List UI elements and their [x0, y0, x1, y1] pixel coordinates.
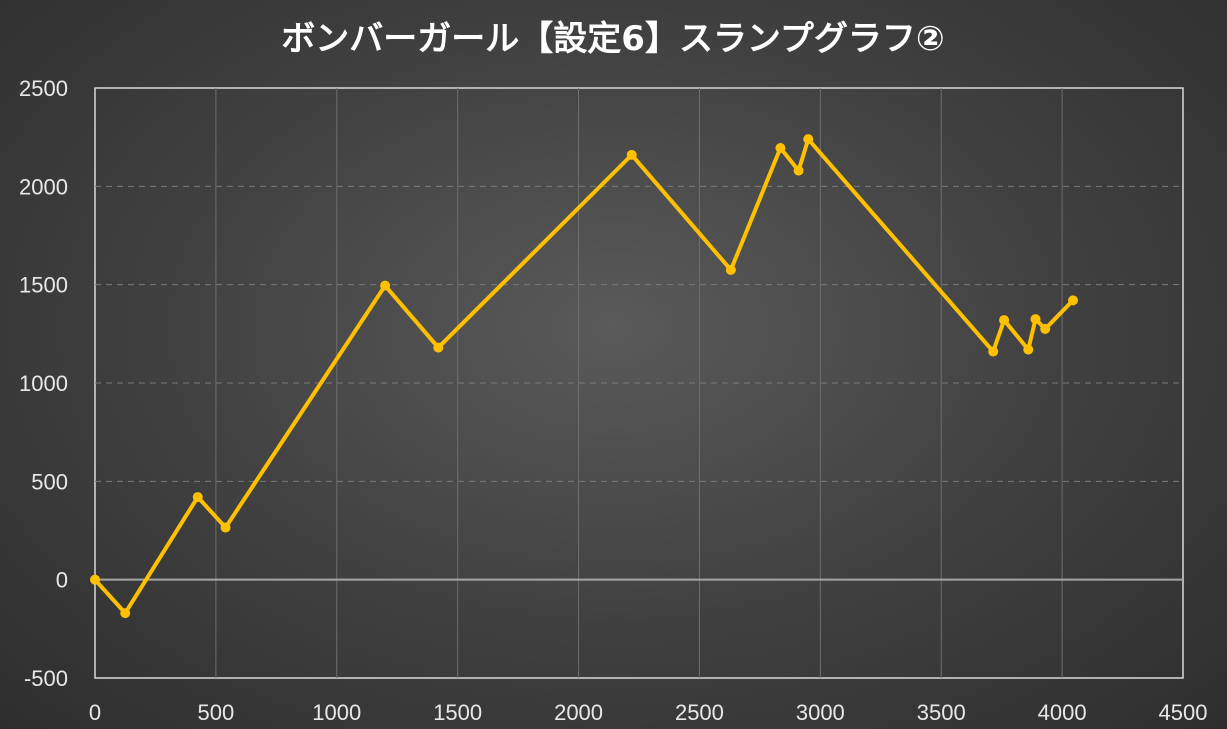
x-tick-label: 0	[89, 700, 101, 725]
data-point	[192, 492, 203, 503]
grid-layer	[95, 88, 1183, 678]
y-tick-label: 500	[31, 469, 68, 494]
x-tick-label: 4000	[1038, 700, 1087, 725]
y-tick-label: 0	[56, 568, 68, 593]
data-point	[626, 149, 637, 160]
x-tick-label: 2000	[554, 700, 603, 725]
series-line	[93, 137, 1075, 616]
x-tick-label: 4500	[1159, 700, 1208, 725]
data-point	[775, 142, 786, 153]
x-tick-label: 3000	[796, 700, 845, 725]
data-point	[803, 134, 814, 145]
data-point	[1040, 323, 1051, 334]
data-point	[380, 280, 391, 291]
x-tick-label: 2500	[675, 700, 724, 725]
data-point	[1023, 344, 1034, 355]
y-tick-label: 1500	[19, 273, 68, 298]
tick-layer: 0 500 1000 1500 2000 2500 3000 3500 4000 4500 2500…	[19, 76, 1207, 725]
x-tick-label: 1000	[312, 700, 361, 725]
data-point	[793, 165, 804, 176]
x-tick-label: 500	[198, 700, 235, 725]
series-layer	[90, 134, 1078, 619]
chart-title: ボンバーガール【設定6】スランプグラフ②	[281, 19, 944, 59]
data-point	[433, 342, 444, 353]
x-tick-label: 3500	[917, 700, 966, 725]
data-point	[725, 264, 736, 275]
data-point	[120, 608, 131, 619]
data-point	[90, 574, 100, 585]
y-tick-label: 2000	[19, 174, 68, 199]
data-point	[1067, 295, 1078, 306]
data-point	[988, 346, 999, 357]
y-tick-label: -500	[24, 666, 68, 691]
y-tick-label: 1000	[19, 371, 68, 396]
y-tick-label: 2500	[19, 76, 68, 101]
data-point	[220, 522, 231, 533]
data-point	[1030, 314, 1041, 325]
x-tick-label: 1500	[433, 700, 482, 725]
data-point	[999, 315, 1010, 326]
